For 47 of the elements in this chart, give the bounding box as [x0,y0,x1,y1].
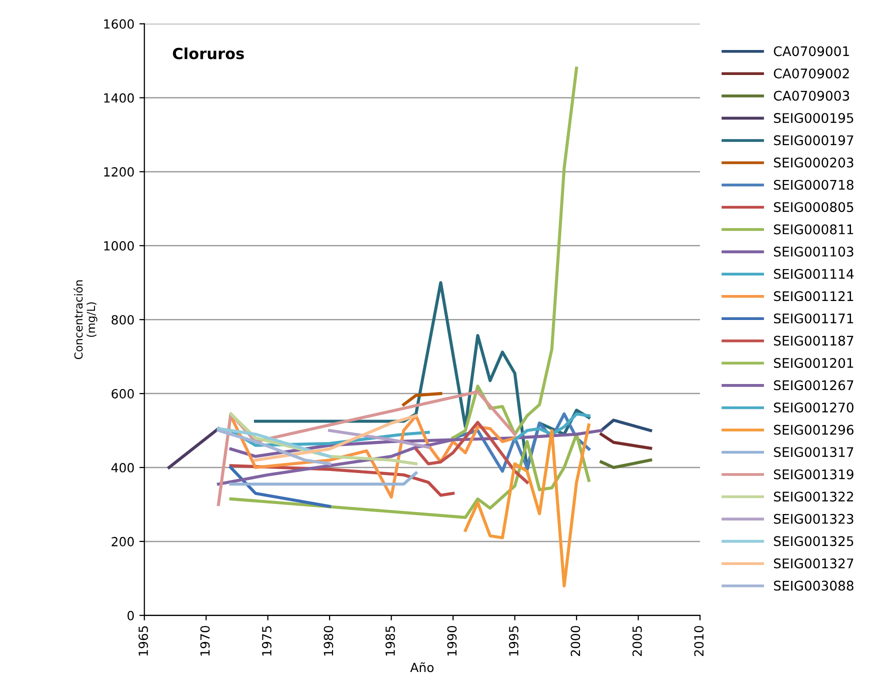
x-tick-label: 1980 [324,626,334,656]
legend-label: CA0709001 [774,46,849,56]
x-tick-label: 2005 [632,626,642,656]
legend-label: SEIG001325 [774,536,854,546]
x-tick-label: 1995 [508,626,518,656]
legend-label: SEIG001319 [774,469,854,480]
text: Cloruros [172,47,244,60]
legend-label: SEIG000718 [774,180,854,190]
legend-label: CA0709003 [774,90,850,101]
legend-label: SEIG001327 [774,558,854,568]
y-tick-label: 200 [112,536,134,546]
legend-label: SEIG001103 [774,246,854,257]
legend-label: SEIG001270 [774,402,854,413]
legend-label: SEIG001114 [774,268,854,279]
y-tick-label: 600 [112,389,134,398]
legend-label: CA0709002 [774,68,849,78]
y-axis-title: Concentración (mg/L) [74,280,98,360]
y-tick-label: 1200 [104,167,134,177]
legend-label: SEIG000805 [774,202,854,212]
x-tick-label: 1990 [447,626,457,656]
x-axis-title: Año [410,662,434,672]
legend-label: SEIG001187 [774,336,854,346]
legend-label: SEIG001317 [774,447,854,458]
x-tick-label: 2000 [570,626,580,656]
legend-label: SEIG000197 [774,135,854,146]
legend-label: SEIG001323 [774,514,854,524]
x-tick-label: 1985 [385,626,395,656]
y-tick-label: 1000 [104,241,134,251]
legend-label: SEIG000811 [774,224,854,234]
x-tick-label: 1975 [262,626,272,656]
x-tick-label: 1970 [200,626,210,656]
y-tick-label: 1400 [104,93,134,103]
legend-label: SEIG001201 [774,358,854,368]
legend-label: SEIG000203 [774,158,854,168]
y-tick-label: 800 [112,315,134,325]
legend-label: SEIG003088 [774,580,854,591]
legend-label: SEIG001121 [774,291,854,302]
y-tick-label: 0 [128,610,134,620]
x-tick-label: 2010 [694,626,704,656]
legend-label: SEIG001322 [774,492,853,502]
legend-label: SEIG000195 [774,113,854,123]
y-tick-label: 1600 [104,19,134,29]
legend-label: SEIG001267 [774,380,854,390]
x-tick-label: 1965 [138,626,148,656]
legend-label: SEIG001296 [774,424,854,435]
y-tick-label: 400 [111,462,134,472]
legend-label: SEIG001171 [774,313,854,324]
